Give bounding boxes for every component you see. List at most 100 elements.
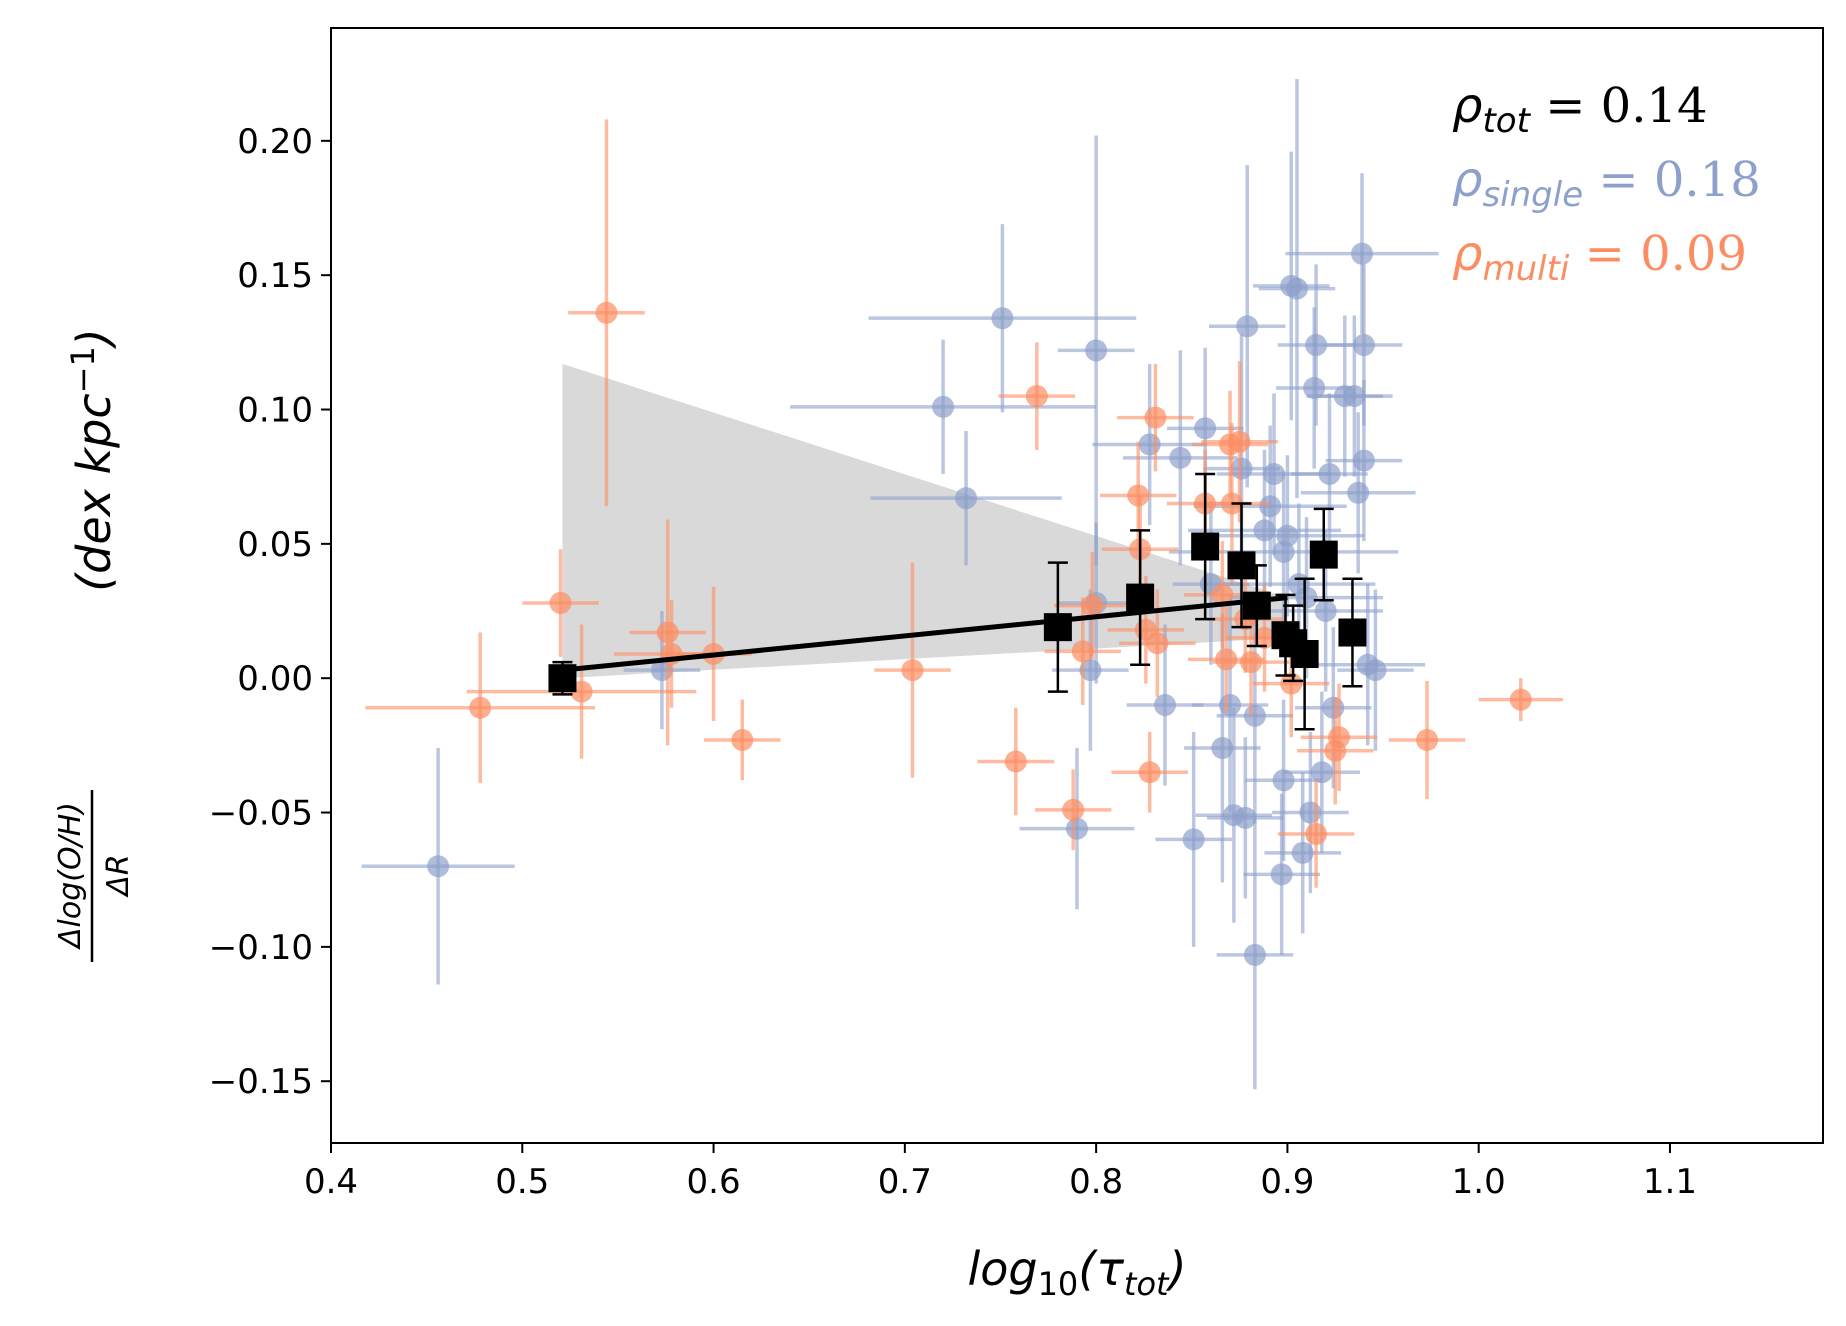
y-axis-title-units-close: ) bbox=[67, 328, 121, 349]
multi-marker bbox=[1328, 726, 1351, 749]
single-point bbox=[1325, 379, 1403, 542]
single-marker bbox=[1351, 242, 1374, 265]
multi-point bbox=[704, 699, 781, 781]
single-point bbox=[1264, 772, 1341, 934]
multi-marker bbox=[1215, 648, 1238, 671]
single-point bbox=[1122, 350, 1238, 566]
annotation-rho-tot-symbol: ρ bbox=[1452, 78, 1482, 134]
fit-line bbox=[562, 595, 1288, 673]
multi-marker bbox=[1305, 823, 1328, 846]
single-marker bbox=[1314, 600, 1337, 623]
multi-point bbox=[1054, 551, 1131, 660]
multi-marker bbox=[731, 728, 754, 751]
single-marker bbox=[1285, 277, 1308, 300]
binned-point bbox=[1290, 577, 1319, 731]
multi-marker bbox=[1071, 640, 1094, 663]
multi-marker bbox=[1025, 385, 1048, 408]
single-point bbox=[868, 224, 1137, 413]
annotation-rho-tot: ρtot = 0.14 bbox=[1452, 78, 1708, 141]
multi-marker bbox=[1416, 728, 1439, 751]
multi-marker bbox=[595, 301, 618, 324]
single-marker bbox=[991, 307, 1014, 330]
single-series-layer bbox=[361, 79, 1439, 1090]
y-tick-label: −0.15 bbox=[209, 1062, 313, 1102]
binned-marker bbox=[1309, 540, 1338, 569]
single-marker bbox=[1310, 761, 1333, 784]
plot-frame bbox=[330, 27, 1824, 1144]
multi-marker bbox=[1081, 594, 1104, 617]
binned-point bbox=[1191, 472, 1220, 621]
single-point bbox=[361, 748, 515, 985]
single-marker bbox=[1263, 463, 1286, 485]
single-marker bbox=[1270, 863, 1293, 886]
single-point bbox=[1337, 589, 1414, 751]
multi-marker bbox=[1127, 484, 1150, 507]
single-marker bbox=[1303, 377, 1326, 400]
single-marker bbox=[1138, 433, 1161, 456]
single-marker bbox=[1211, 737, 1234, 760]
x-axis-ticks: 0.4 0.5 0.6 0.7 0.8 0.9 1.0 1.1 bbox=[304, 1143, 1697, 1202]
multi-point bbox=[1201, 361, 1278, 523]
multi-marker bbox=[1228, 430, 1251, 453]
single-point bbox=[1207, 737, 1284, 899]
multi-point bbox=[1277, 780, 1355, 888]
multi-point bbox=[977, 707, 1055, 816]
single-marker bbox=[1153, 694, 1176, 717]
binned-marker bbox=[1191, 532, 1220, 561]
single-marker bbox=[1259, 495, 1282, 518]
multi-point bbox=[568, 119, 645, 507]
single-marker bbox=[1230, 457, 1253, 480]
binned-point bbox=[1309, 507, 1338, 602]
annotation-rho-multi-value: = 0.09 bbox=[1569, 226, 1747, 282]
y-tick-label: 0.00 bbox=[237, 659, 313, 699]
multi-marker bbox=[1146, 632, 1169, 655]
multi-point bbox=[1119, 589, 1196, 697]
single-marker bbox=[1291, 841, 1314, 864]
single-marker bbox=[1347, 481, 1370, 504]
annotation-rho-multi-symbol: ρ bbox=[1452, 226, 1482, 282]
x-axis-title-main: log bbox=[967, 1242, 1037, 1296]
binned-marker bbox=[1043, 613, 1072, 642]
x-tick-label: 1.0 bbox=[1452, 1162, 1506, 1202]
x-tick-label: 0.4 bbox=[304, 1162, 358, 1202]
x-tick-label: 0.9 bbox=[1260, 1162, 1314, 1202]
x-axis-title-close: ) bbox=[1166, 1242, 1187, 1296]
y-tick-label: 0.20 bbox=[237, 122, 313, 162]
binned-marker bbox=[1126, 583, 1155, 612]
single-marker bbox=[1352, 449, 1375, 472]
y-axis-ticks: −0.15 −0.10 −0.05 0.00 0.05 0.10 0.15 0.20 bbox=[209, 122, 331, 1102]
multi-marker bbox=[1253, 626, 1276, 649]
x-tick-label: 1.1 bbox=[1643, 1162, 1697, 1202]
x-tick-label: 0.8 bbox=[1069, 1162, 1123, 1202]
multi-marker bbox=[1144, 406, 1167, 429]
single-marker bbox=[1305, 334, 1328, 357]
single-point bbox=[790, 339, 1097, 474]
single-marker bbox=[1085, 339, 1108, 362]
single-point bbox=[1258, 79, 1336, 499]
annotation-rho-multi-sub: multi bbox=[1482, 249, 1569, 289]
annotation-rho-single-sub: single bbox=[1482, 175, 1583, 215]
multi-point bbox=[1117, 363, 1194, 472]
single-marker bbox=[1276, 524, 1299, 547]
single-point bbox=[1126, 624, 1204, 786]
multi-marker bbox=[469, 696, 492, 719]
y-tick-label: 0.10 bbox=[237, 391, 313, 431]
binned-point bbox=[1338, 577, 1367, 688]
multi-marker bbox=[901, 659, 924, 682]
x-axis-title-open: (τ bbox=[1078, 1242, 1124, 1296]
single-point bbox=[1155, 731, 1232, 947]
y-tick-label: −0.10 bbox=[209, 928, 313, 968]
y-axis-title: Δlog(O/H) ΔR (dex kpc−1) bbox=[53, 328, 136, 962]
single-marker bbox=[1066, 817, 1088, 840]
y-axis-title-units-sup: −1 bbox=[64, 346, 102, 393]
y-axis-title-numerator: Δlog(O/H) bbox=[53, 802, 88, 950]
single-marker bbox=[1299, 801, 1322, 824]
single-marker bbox=[1352, 334, 1375, 357]
single-marker bbox=[1219, 694, 1242, 717]
single-marker bbox=[1364, 659, 1387, 682]
binned-marker bbox=[1290, 640, 1319, 669]
single-point bbox=[1210, 455, 1364, 617]
multi-point bbox=[998, 342, 1076, 450]
multi-point bbox=[1034, 769, 1112, 851]
single-marker bbox=[1318, 463, 1341, 485]
